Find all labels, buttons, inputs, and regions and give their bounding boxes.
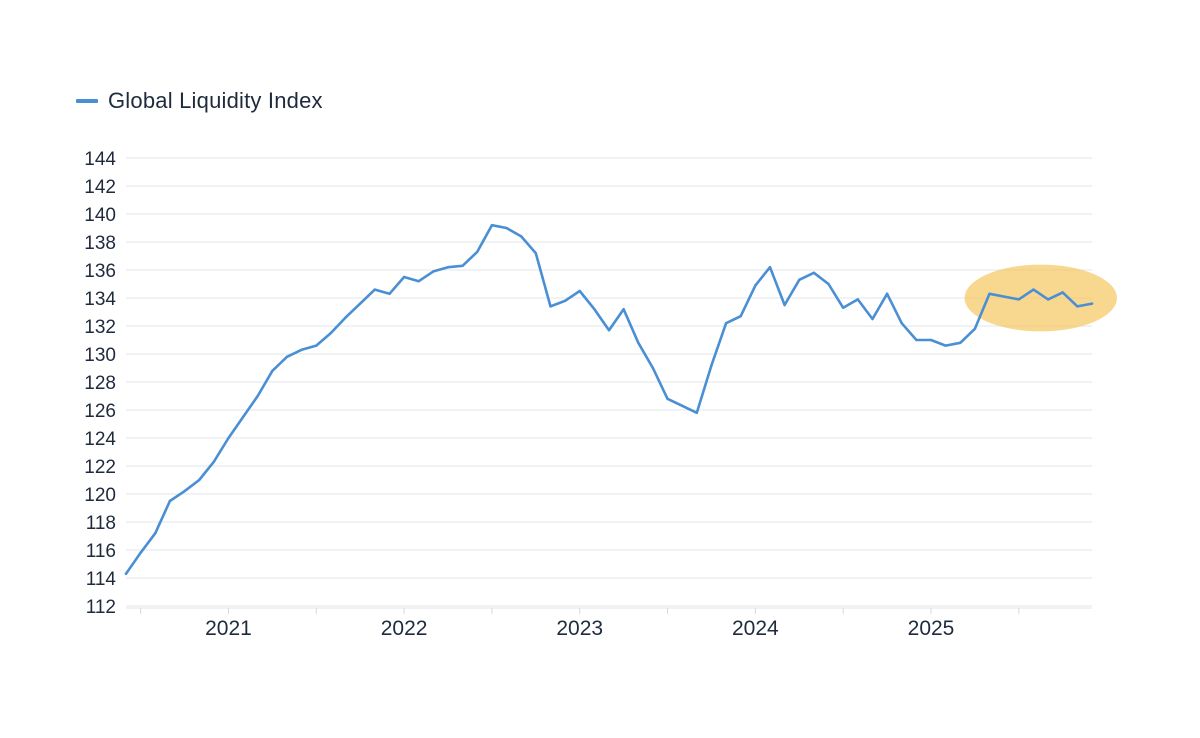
data-point (710, 364, 713, 367)
data-point (315, 344, 318, 347)
data-point (490, 224, 494, 227)
x-axis: 2021 2022 2023 2024 2025 (126, 607, 1092, 640)
data-point (198, 478, 201, 482)
y-tick-label: 134 (84, 289, 116, 310)
data-point (183, 490, 186, 493)
data-point (622, 308, 625, 311)
data-point (783, 303, 786, 307)
x-tick-label: 2025 (908, 617, 955, 640)
data-point (871, 317, 874, 321)
data-point (402, 275, 406, 279)
data-point (1046, 298, 1050, 301)
data-point (768, 266, 772, 269)
y-tick-label: 136 (84, 261, 116, 282)
data-point (754, 284, 757, 287)
data-point (1061, 291, 1064, 294)
y-tick-label: 128 (84, 373, 116, 394)
y-axis: 144 142 140 138 136 134 132 130 128 126 124 122 120 1… (84, 149, 116, 618)
data-point (607, 329, 611, 332)
data-point (593, 308, 596, 311)
y-tick-label: 118 (86, 513, 116, 534)
data-point (388, 292, 391, 295)
y-tick-label: 116 (86, 541, 116, 562)
data-point (578, 289, 581, 293)
data-point (212, 460, 215, 463)
data-point (241, 415, 245, 419)
data-point (885, 292, 889, 295)
data-point (812, 271, 816, 274)
data-point (798, 278, 801, 281)
x-tick-label: 2023 (556, 617, 603, 640)
data-point (929, 338, 933, 342)
data-point (227, 436, 230, 440)
data-point (505, 226, 508, 230)
data-point (563, 299, 567, 302)
data-point (373, 288, 376, 291)
data-point (285, 355, 289, 358)
data-point (271, 369, 274, 372)
data-point (1003, 295, 1006, 298)
grid-lines (126, 157, 1092, 607)
data-point (168, 499, 172, 503)
data-point (417, 280, 420, 283)
data-point (988, 292, 991, 295)
highlight-layer (964, 264, 1117, 332)
legend-label: Global Liquidity Index (108, 88, 323, 113)
data-point (695, 411, 698, 414)
y-tick-label: 140 (84, 205, 116, 226)
data-point (842, 306, 845, 309)
data-point (959, 341, 962, 344)
data-point (973, 327, 977, 330)
data-point (520, 235, 523, 238)
data-point (681, 404, 684, 407)
y-tick-label: 142 (84, 177, 116, 198)
series-layer (124, 223, 1094, 576)
y-tick-label: 124 (84, 429, 116, 450)
y-tick-label: 144 (84, 149, 116, 170)
data-point (1076, 305, 1079, 308)
data-point (329, 331, 333, 335)
data-point (154, 532, 157, 535)
data-point (461, 264, 464, 267)
data-point (300, 348, 303, 351)
legend: Global Liquidity Index (76, 88, 323, 114)
data-point (944, 344, 947, 347)
y-tick-label: 138 (84, 233, 116, 254)
data-point (651, 366, 655, 370)
highlight-ellipse (964, 264, 1117, 332)
y-tick-label: 126 (84, 401, 116, 422)
y-tick-label: 130 (84, 345, 116, 366)
x-tick-label: 2024 (732, 617, 779, 640)
data-point (1017, 298, 1020, 301)
x-tick-label: 2021 (205, 617, 252, 640)
y-tick-label: 114 (86, 569, 117, 590)
y-tick-label: 122 (84, 457, 116, 478)
data-point (534, 252, 537, 255)
data-point (666, 397, 669, 400)
data-point (359, 302, 362, 305)
data-point (432, 270, 435, 273)
y-tick-label: 112 (86, 597, 116, 618)
data-point (827, 282, 830, 286)
data-point (915, 338, 918, 342)
data-point (344, 316, 347, 319)
x-tick-label: 2022 (381, 617, 428, 640)
data-point (900, 322, 903, 325)
data-point (256, 394, 259, 398)
data-point (856, 298, 859, 301)
data-point (139, 551, 142, 554)
data-point (1090, 302, 1094, 305)
data-point (637, 341, 640, 344)
data-point (476, 250, 479, 253)
data-point (124, 572, 128, 575)
y-tick-label: 120 (84, 485, 116, 506)
data-point (446, 266, 450, 269)
legend-swatch (76, 99, 98, 103)
data-point (724, 322, 728, 325)
data-point (1032, 288, 1035, 291)
data-point (549, 305, 552, 308)
data-point (739, 315, 742, 318)
y-tick-label: 132 (84, 317, 116, 338)
